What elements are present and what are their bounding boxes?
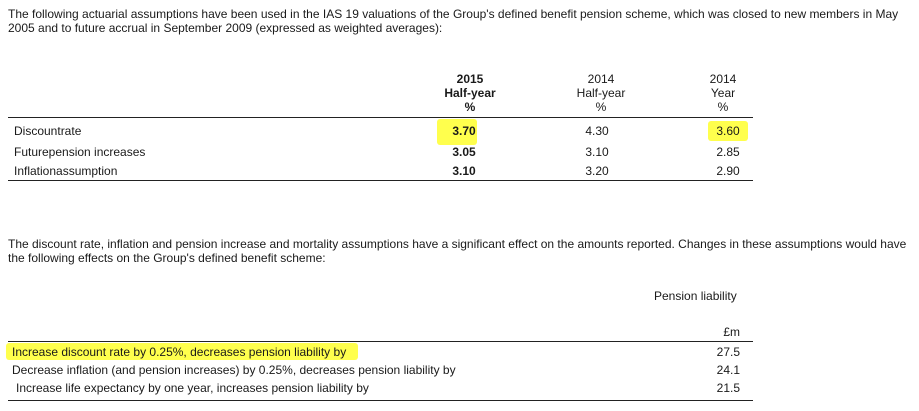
row-label-future-pension: Futurepension increases xyxy=(14,145,146,159)
cell-discount-2014-half: 4.30 xyxy=(585,124,609,138)
unit-label: £m xyxy=(723,325,740,339)
col-header-unit: % xyxy=(464,100,476,114)
col-header-unit: % xyxy=(595,100,607,114)
row-label-discount-rate: Discountrate xyxy=(14,124,82,138)
cell-pension-2015: 3.05 xyxy=(452,145,476,159)
sensitivity-label-inflation: Decrease inflation (and pension increase… xyxy=(12,363,456,377)
cell-discount-2015: 3.70 xyxy=(452,124,476,138)
assumptions-top-rule xyxy=(8,117,753,118)
cell-discount-2014-year: 3.60 xyxy=(716,124,740,138)
cell-pension-2014-year: 2.85 xyxy=(716,145,740,159)
intro-paragraph: The following actuarial assumptions have… xyxy=(8,7,899,35)
cell-inflation-2014-half: 3.20 xyxy=(585,164,609,178)
col-header-year: 2014 xyxy=(709,72,737,86)
sensitivity-value-life-expectancy: 21.5 xyxy=(716,381,740,395)
col-header-year: 2014 xyxy=(587,72,615,86)
cell-inflation-2014-year: 2.90 xyxy=(716,164,740,178)
col-header-2015-half-year: 2015 Half-year % xyxy=(425,72,515,114)
sensitivity-value-discount: 27.5 xyxy=(716,345,740,359)
pension-liability-header: Pension liability xyxy=(654,289,737,303)
sensitivity-bottom-rule xyxy=(8,400,753,401)
col-header-period: Year xyxy=(710,86,736,100)
col-header-period: Half-year xyxy=(576,86,626,100)
sensitivity-label-discount: Increase discount rate by 0.25%, decreas… xyxy=(12,345,347,359)
col-header-unit: % xyxy=(717,100,729,114)
col-header-2014-half-year: 2014 Half-year % xyxy=(556,72,646,114)
col-header-2014-year: 2014 Year % xyxy=(678,72,768,114)
highlight-discount-2015 xyxy=(437,119,477,145)
highlight-sensitivity-row-1 xyxy=(6,343,358,360)
sensitivity-label-life-expectancy: Increase life expectancy by one year, in… xyxy=(16,381,369,395)
highlight-discount-2014-year xyxy=(708,121,748,141)
sensitivity-paragraph: The discount rate, inflation and pension… xyxy=(8,237,907,265)
row-label-inflation: Inflationassumption xyxy=(14,164,118,178)
sensitivity-top-rule xyxy=(8,341,753,342)
cell-pension-2014-half: 3.10 xyxy=(585,145,609,159)
cell-inflation-2015: 3.10 xyxy=(452,164,476,178)
sensitivity-value-inflation: 24.1 xyxy=(716,363,740,377)
assumptions-bottom-rule xyxy=(8,180,753,181)
col-header-period: Half-year xyxy=(444,86,496,100)
col-header-year: 2015 xyxy=(456,72,484,86)
